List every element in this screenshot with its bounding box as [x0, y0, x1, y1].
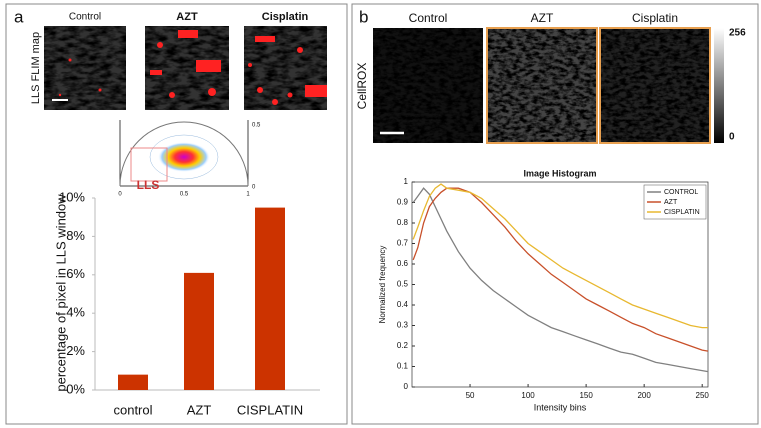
phasor-tick: 1	[246, 192, 250, 198]
universal-circle	[119, 121, 249, 187]
bar	[118, 374, 148, 390]
y-tick-label: 1	[404, 177, 409, 186]
panel-frame	[5, 3, 348, 425]
panel-letter: a	[14, 7, 24, 26]
row-label: CellROX	[355, 63, 369, 110]
y-tick-label: 10%	[59, 189, 85, 204]
y-tick-label: 0.1	[397, 362, 409, 371]
colorbar-label: 256	[729, 28, 746, 39]
phasor-contour	[149, 134, 219, 180]
y-tick-label: 0.3	[397, 321, 409, 330]
colorbar-label: 0	[729, 132, 735, 143]
bar	[184, 272, 214, 390]
series-line	[412, 187, 709, 352]
series-line	[412, 187, 709, 373]
colorbar	[714, 28, 724, 143]
x-tick-label: control	[113, 402, 152, 417]
lls-spots	[58, 30, 327, 105]
legend-label: CONTROL	[664, 189, 698, 196]
x-tick-label: 50	[466, 391, 475, 400]
y-axis-label: percentage of pixel in LLS window	[53, 194, 68, 392]
chart-title: Image Histogram	[523, 168, 596, 178]
phasor-tick: 0.5	[252, 123, 261, 129]
y-axis-label: Normalized frequency	[378, 246, 387, 324]
x-tick-label: 100	[521, 391, 535, 400]
y-tick-label: 0.8	[397, 218, 409, 227]
y-tick-label: 0.6	[397, 259, 409, 268]
image-border	[486, 27, 598, 144]
x-tick-label: 200	[637, 391, 651, 400]
phasor-cloud	[158, 142, 210, 172]
y-tick-label: 0.9	[397, 198, 409, 207]
lls-window	[130, 147, 168, 182]
y-tick-label: 0	[404, 382, 409, 391]
phasor-plot	[119, 120, 249, 187]
series-line	[412, 183, 708, 329]
x-tick-label: CISPLATIN	[237, 402, 303, 417]
panel-letter: b	[359, 7, 368, 26]
x-tick-label: 250	[696, 391, 710, 400]
panel-frame	[351, 3, 759, 425]
image-label: AZT	[531, 11, 554, 25]
y-tick-label: 0.4	[397, 300, 409, 309]
micrograph-texture	[373, 28, 483, 143]
image-label: Cisplatin	[262, 11, 309, 23]
micrograph-texture	[44, 26, 126, 110]
y-tick-label: 0.2	[397, 341, 409, 350]
x-axis-label: Intensity bins	[534, 402, 587, 412]
image-label: Control	[69, 12, 101, 23]
image-row	[44, 26, 327, 110]
y-tick-label: 0.5	[397, 280, 409, 289]
micrograph-texture	[487, 28, 597, 143]
x-tick-label: 150	[579, 391, 593, 400]
x-tick-label: AZT	[187, 402, 212, 417]
image-label: Cisplatin	[632, 11, 678, 25]
y-tick-label: 4%	[66, 305, 85, 320]
phasor-tick: 0	[118, 192, 122, 198]
phasor-tick: 0	[252, 185, 256, 191]
image-row	[373, 27, 724, 144]
y-tick-label: 0%	[66, 381, 85, 396]
y-tick-label: 8%	[66, 228, 85, 243]
micrograph-texture	[600, 28, 710, 143]
legend-label: AZT	[664, 199, 678, 206]
phasor-tick: 0.5	[180, 192, 189, 198]
bar	[255, 207, 285, 390]
row-label: LLS FLIM map	[30, 32, 42, 104]
y-tick-label: 0.7	[397, 239, 409, 248]
y-tick-label: 6%	[66, 266, 85, 281]
lls-label: LLS	[137, 178, 160, 192]
y-tick-label: 2%	[66, 343, 85, 358]
legend-label: CISPLATIN	[664, 209, 700, 216]
image-label: Control	[409, 11, 448, 25]
image-label: AZT	[176, 11, 198, 23]
image-border	[599, 27, 711, 144]
